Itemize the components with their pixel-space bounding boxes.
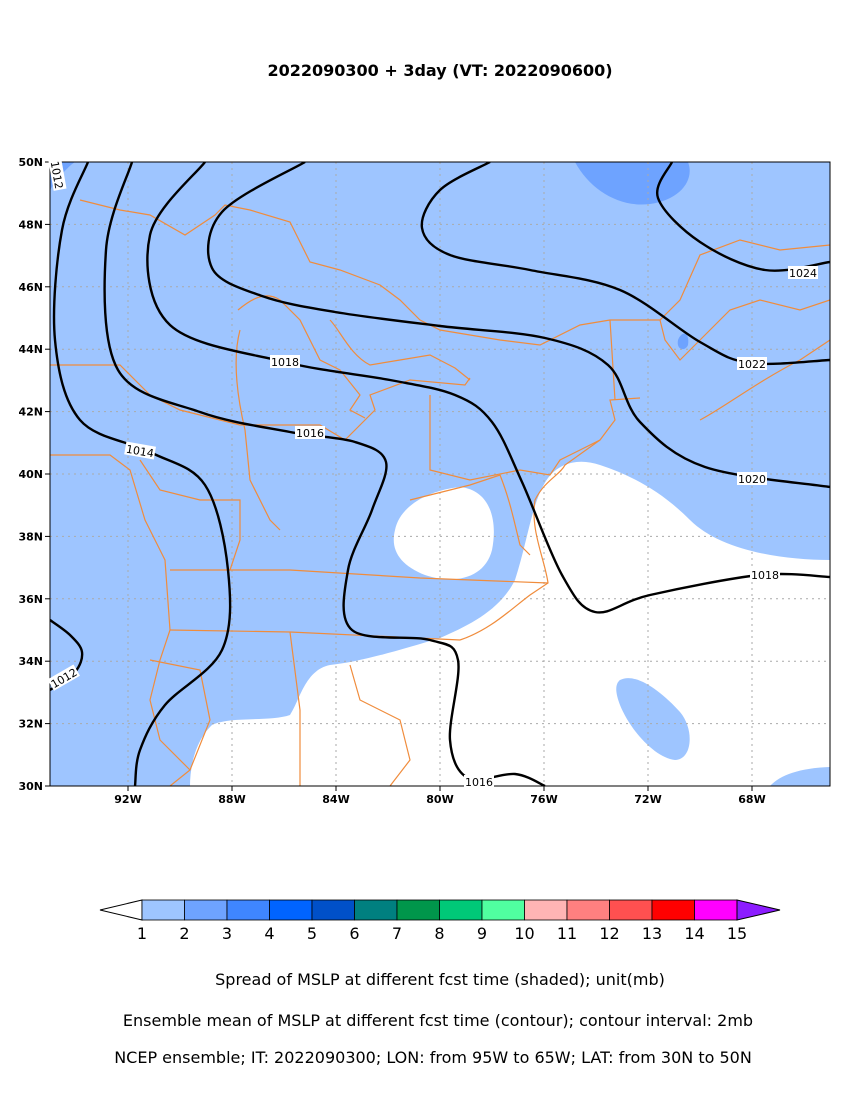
isobar [103, 162, 546, 786]
colorbar-label: 4 [264, 924, 274, 943]
label-box [295, 426, 325, 439]
label-box [270, 355, 300, 368]
colorbar-box [311, 899, 355, 921]
colorbar-box [396, 899, 440, 921]
x-tick-label: 80W [426, 793, 453, 806]
shading [575, 162, 690, 205]
colorbar-box [694, 899, 738, 921]
caption: NCEP ensemble; IT: 2022090300; LON: from… [114, 1048, 752, 1067]
shading [770, 767, 830, 786]
caption: Ensemble mean of MSLP at different fcst … [123, 1011, 753, 1030]
colorbar-box [184, 899, 228, 921]
y-tick-label: 46N [18, 281, 43, 294]
contour-label: 1012 [48, 159, 67, 191]
contour-label: 1016 [464, 775, 494, 789]
y-tick-label: 44N [18, 343, 43, 356]
label-box [48, 159, 67, 191]
y-tick-label: 38N [18, 530, 43, 543]
colorbar-box [269, 899, 313, 921]
y-tick-label: 34N [18, 655, 43, 668]
y-tick-label: 42N [18, 406, 43, 419]
colorbar-label: 13 [642, 924, 662, 943]
colorbar-label: 2 [179, 924, 189, 943]
label-box [750, 568, 780, 581]
contour-label: 1018 [750, 568, 780, 582]
map-area [50, 162, 830, 786]
x-tick-label: 84W [322, 793, 349, 806]
contour-label-text: 1012 [48, 160, 66, 190]
colorbar-label: 1 [137, 924, 147, 943]
colorbar-label: 9 [477, 924, 487, 943]
caption: Spread of MSLP at different fcst time (s… [215, 970, 665, 989]
grid [50, 162, 830, 786]
shading [616, 678, 690, 760]
contour-label: 1014 [124, 441, 156, 461]
y-tick-label: 40N [18, 468, 43, 481]
contour-label-text: 1018 [751, 569, 779, 582]
x-tick-label: 76W [530, 793, 557, 806]
colorbar-box [439, 899, 483, 921]
x-tick-label: 88W [218, 793, 245, 806]
contour-label: 1024 [788, 266, 818, 280]
x-tick-label: 68W [738, 793, 765, 806]
contour-label-text: 1016 [465, 776, 493, 789]
shading [393, 487, 494, 580]
colorbar-box [481, 899, 525, 921]
contour-label: 1020 [737, 472, 767, 486]
contour-label-text: 1024 [789, 267, 817, 280]
label-box [124, 441, 156, 460]
contour-label-text: 1016 [296, 427, 324, 440]
contour-label-text: 1018 [271, 356, 299, 369]
isobar [146, 162, 830, 614]
colorbar-label: 14 [684, 924, 704, 943]
contour-label-text: 1022 [738, 358, 766, 371]
isobar [420, 162, 830, 366]
y-tick-label: 36N [18, 593, 43, 606]
colorbar-box [226, 899, 270, 921]
colorbar-under [99, 899, 143, 921]
colorbar-label: 5 [307, 924, 317, 943]
colorbar-label: 12 [599, 924, 619, 943]
x-tick-label: 92W [114, 793, 141, 806]
label-box [788, 266, 818, 279]
colorbar-box [524, 899, 568, 921]
colorbar-box [141, 899, 185, 921]
colorbar-label: 7 [392, 924, 402, 943]
contour-label-text: 1020 [738, 473, 766, 486]
contour-label: 1022 [737, 357, 767, 371]
label-box [47, 664, 80, 691]
isobar [206, 162, 830, 489]
contour-label: 1018 [270, 355, 300, 369]
colorbar-box [651, 899, 695, 921]
boundaries [50, 199, 830, 786]
colorbar-label: 3 [222, 924, 232, 943]
title: 2022090300 + 3day (VT: 2022090600) [267, 61, 612, 80]
y-tick-label: 30N [18, 780, 43, 793]
label-box [737, 357, 767, 370]
colorbar-label: 8 [434, 924, 444, 943]
contours [50, 162, 830, 786]
colorbar-label: 15 [727, 924, 747, 943]
colorbar-over [736, 899, 781, 921]
colorbar-label: 6 [349, 924, 359, 943]
x-tick-label: 72W [634, 793, 661, 806]
colorbar-label: 11 [557, 924, 577, 943]
y-tick-label: 32N [18, 718, 43, 731]
label-box [737, 472, 767, 485]
colorbar-box [609, 899, 653, 921]
label-box [464, 775, 494, 788]
contour-label: 1016 [295, 426, 325, 440]
contour-label-text: 1014 [125, 443, 155, 461]
y-tick-label: 48N [18, 218, 43, 231]
colorbar-label: 10 [514, 924, 534, 943]
shading [677, 333, 689, 350]
colorbar-box [354, 899, 398, 921]
isobar [52, 162, 232, 786]
y-tick-label: 50N [18, 156, 43, 169]
colorbar-box [566, 899, 610, 921]
